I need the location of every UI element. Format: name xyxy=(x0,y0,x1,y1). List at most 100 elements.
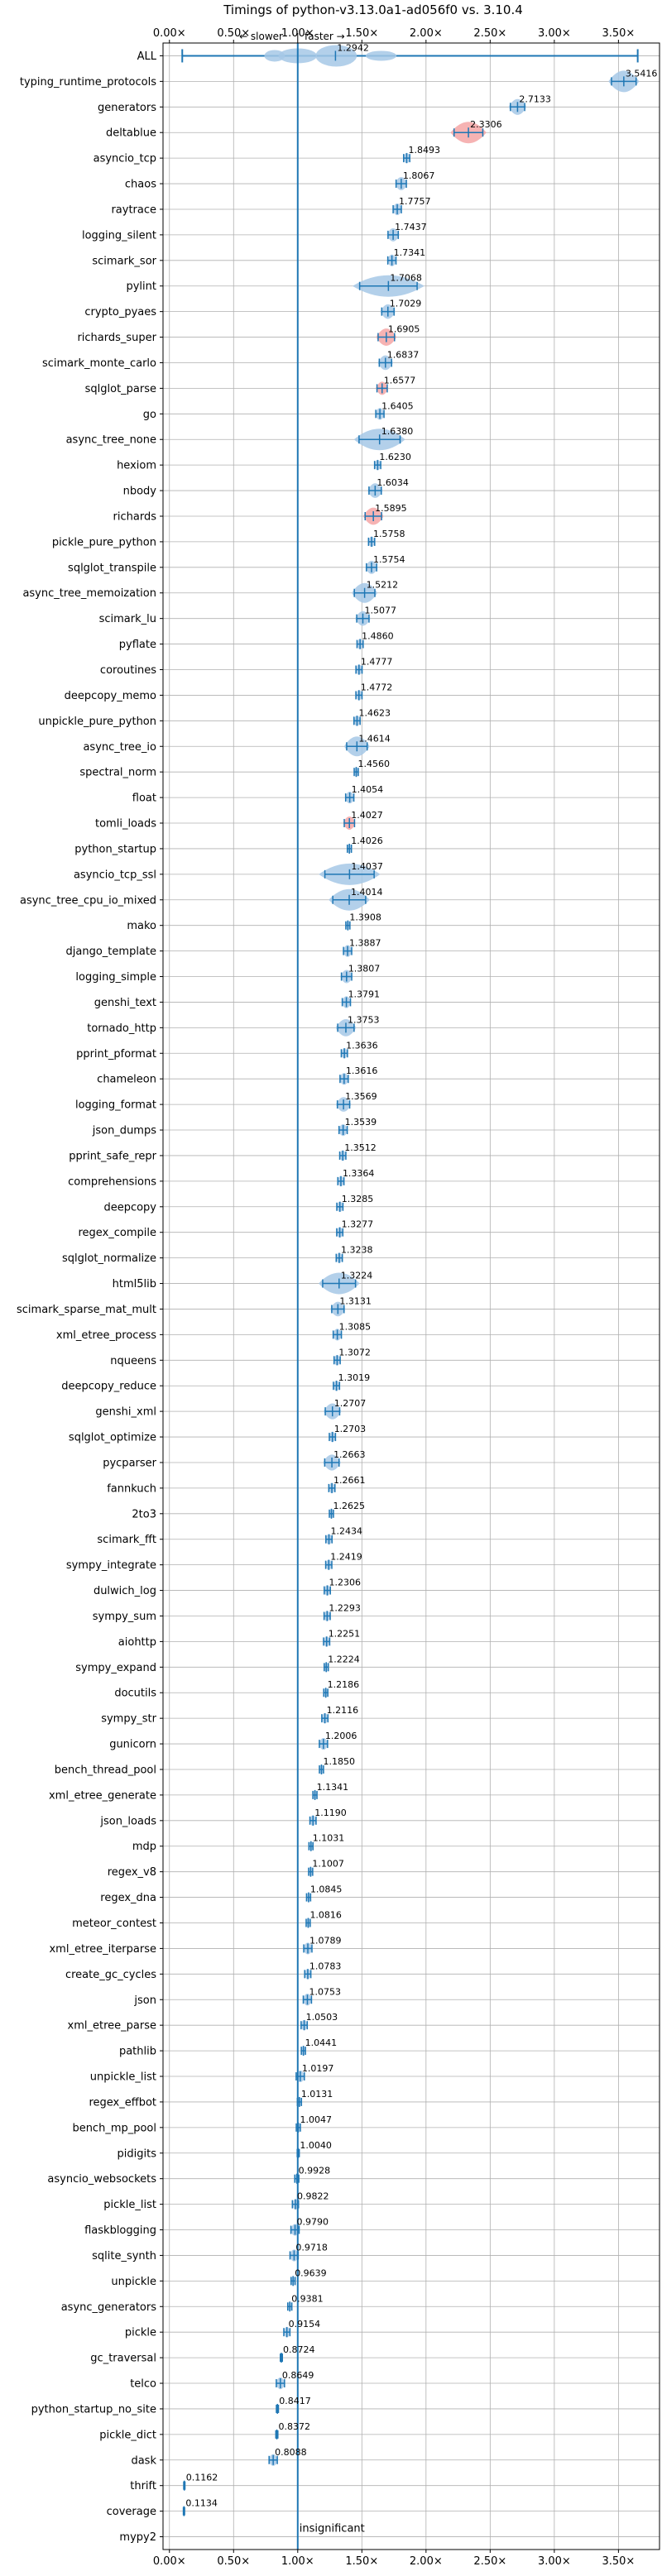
value-label: 1.2224 xyxy=(328,1654,360,1664)
value-label: 1.4614 xyxy=(358,733,391,744)
value-label: 1.3512 xyxy=(344,1142,377,1153)
benchmark-violin xyxy=(344,791,355,804)
value-label: 0.9639 xyxy=(295,2267,327,2278)
benchmark-label: regex_compile xyxy=(78,1227,156,1239)
benchmark-label: 2to3 xyxy=(132,1508,156,1520)
x-tick-label-bottom: 1.50× xyxy=(345,2555,378,2568)
benchmark-label: pidigits xyxy=(118,2147,157,2160)
benchmark-violin xyxy=(305,1892,312,1903)
benchmark-label: richards_super xyxy=(77,332,156,344)
benchmark-violin xyxy=(324,1559,333,1571)
benchmark-label: pickle_list xyxy=(103,2199,156,2211)
benchmark-violin xyxy=(376,328,397,346)
benchmark-violin xyxy=(267,2454,279,2466)
value-label: 1.3908 xyxy=(349,912,381,923)
benchmark-violin xyxy=(340,970,353,984)
benchmark-label: spectral_norm xyxy=(79,767,156,779)
x-tick-label-bottom: 1.00× xyxy=(281,2555,314,2568)
benchmark-label: sqlglot_normalize xyxy=(62,1252,156,1265)
value-label: 1.1850 xyxy=(323,1756,355,1767)
x-tick-label-bottom: 3.00× xyxy=(538,2555,571,2568)
chart-title: Timings of python-v3.13.0a1-ad056f0 vs. … xyxy=(223,2,523,17)
benchmark-violin xyxy=(328,1482,336,1494)
benchmark-label: pickle_dict xyxy=(99,2429,156,2441)
benchmark-violin xyxy=(353,429,405,451)
value-label: 1.2006 xyxy=(325,1731,357,1741)
value-label: 1.6230 xyxy=(379,452,411,462)
benchmark-violin xyxy=(183,2480,186,2491)
value-label: 1.2251 xyxy=(329,1628,361,1639)
benchmark-label: json xyxy=(133,1994,156,2007)
value-label: 1.0816 xyxy=(309,1910,342,1921)
benchmark-label: sympy_str xyxy=(101,1713,156,1726)
value-label: 1.6577 xyxy=(384,375,416,385)
all-density-lobe xyxy=(315,45,357,67)
benchmark-label: python_startup xyxy=(74,843,156,855)
benchmark-violin xyxy=(283,2326,291,2338)
benchmark-label: asyncio_websockets xyxy=(47,2173,156,2186)
benchmark-violin xyxy=(508,98,527,115)
benchmark-label: thrift xyxy=(130,2480,156,2492)
slower-annotation: ← slower xyxy=(239,31,283,42)
benchmark-violin xyxy=(275,2377,286,2390)
benchmark-violin xyxy=(329,1431,337,1443)
faster-annotation: faster → xyxy=(305,31,345,42)
benchmark-label: unpickle xyxy=(111,2276,156,2288)
benchmark-label: mako xyxy=(127,920,156,932)
x-tick-label-bottom: 0.50× xyxy=(217,2555,250,2568)
benchmark-label: chameleon xyxy=(97,1074,156,1086)
benchmark-label: dask xyxy=(131,2454,156,2467)
benchmark-label: asyncio_tcp_ssl xyxy=(74,869,156,881)
benchmark-label: aiohttp xyxy=(118,1636,156,1649)
benchmark-label: deepcopy_memo xyxy=(65,690,156,702)
benchmark-violin xyxy=(320,1712,329,1724)
benchmark-label: scimark_lu xyxy=(99,613,156,625)
benchmark-label: html5lib xyxy=(113,1278,156,1290)
x-tick-label-top: 0.00× xyxy=(153,27,186,40)
benchmark-label: logging_silent xyxy=(82,229,156,242)
benchmark-violin xyxy=(275,2429,279,2440)
value-label: 2.7133 xyxy=(519,93,551,104)
benchmark-violin xyxy=(355,610,371,626)
benchmark-violin xyxy=(302,1994,313,2006)
benchmark-violin xyxy=(329,1508,334,1519)
x-tick-label-top: 3.50× xyxy=(602,27,635,40)
benchmark-label: unpickle_pure_python xyxy=(38,716,156,728)
benchmark-label: raytrace xyxy=(111,203,156,216)
value-label: 1.4777 xyxy=(361,657,393,668)
value-label: 1.1190 xyxy=(314,1808,347,1818)
benchmark-violin xyxy=(330,1301,346,1317)
benchmark-violin xyxy=(329,888,370,911)
benchmark-violin xyxy=(402,152,411,164)
benchmark-label: django_template xyxy=(66,946,156,958)
value-label: 1.0783 xyxy=(309,1961,342,1971)
value-label: 1.6405 xyxy=(381,400,414,411)
benchmark-violin xyxy=(308,1866,314,1877)
benchmark-label: sqlite_synth xyxy=(92,2250,156,2262)
benchmark-violin xyxy=(353,715,362,726)
benchmark-label: pyflate xyxy=(119,639,156,651)
value-label: 1.2707 xyxy=(334,1398,367,1409)
value-label: 1.2625 xyxy=(333,1501,365,1511)
benchmark-label: dulwich_log xyxy=(94,1585,156,1597)
value-label: 1.5077 xyxy=(365,606,397,616)
benchmark-violin xyxy=(323,1403,342,1420)
value-label: 1.3019 xyxy=(338,1372,371,1383)
value-label: 1.3539 xyxy=(345,1117,377,1128)
x-tick-label-bottom: 2.00× xyxy=(410,2555,443,2568)
benchmark-label: sqlglot_transpile xyxy=(68,562,156,574)
benchmark-violin xyxy=(300,2046,306,2056)
benchmark-label: python_startup_no_site xyxy=(31,2403,156,2416)
benchmark-label: xml_etree_parse xyxy=(68,2020,156,2033)
value-label: 1.3131 xyxy=(339,1295,372,1306)
benchmark-violin xyxy=(312,1789,318,1800)
value-label: 1.3753 xyxy=(348,1014,380,1025)
benchmark-label: mdp xyxy=(132,1841,156,1853)
all-density-lobe xyxy=(365,50,397,61)
benchmark-violin xyxy=(338,1123,348,1137)
benchmark-violin xyxy=(300,2019,309,2031)
benchmark-violin xyxy=(335,1097,352,1112)
benchmark-violin xyxy=(367,536,376,548)
value-label: 0.9718 xyxy=(295,2242,328,2253)
benchmark-violin xyxy=(335,1227,344,1238)
